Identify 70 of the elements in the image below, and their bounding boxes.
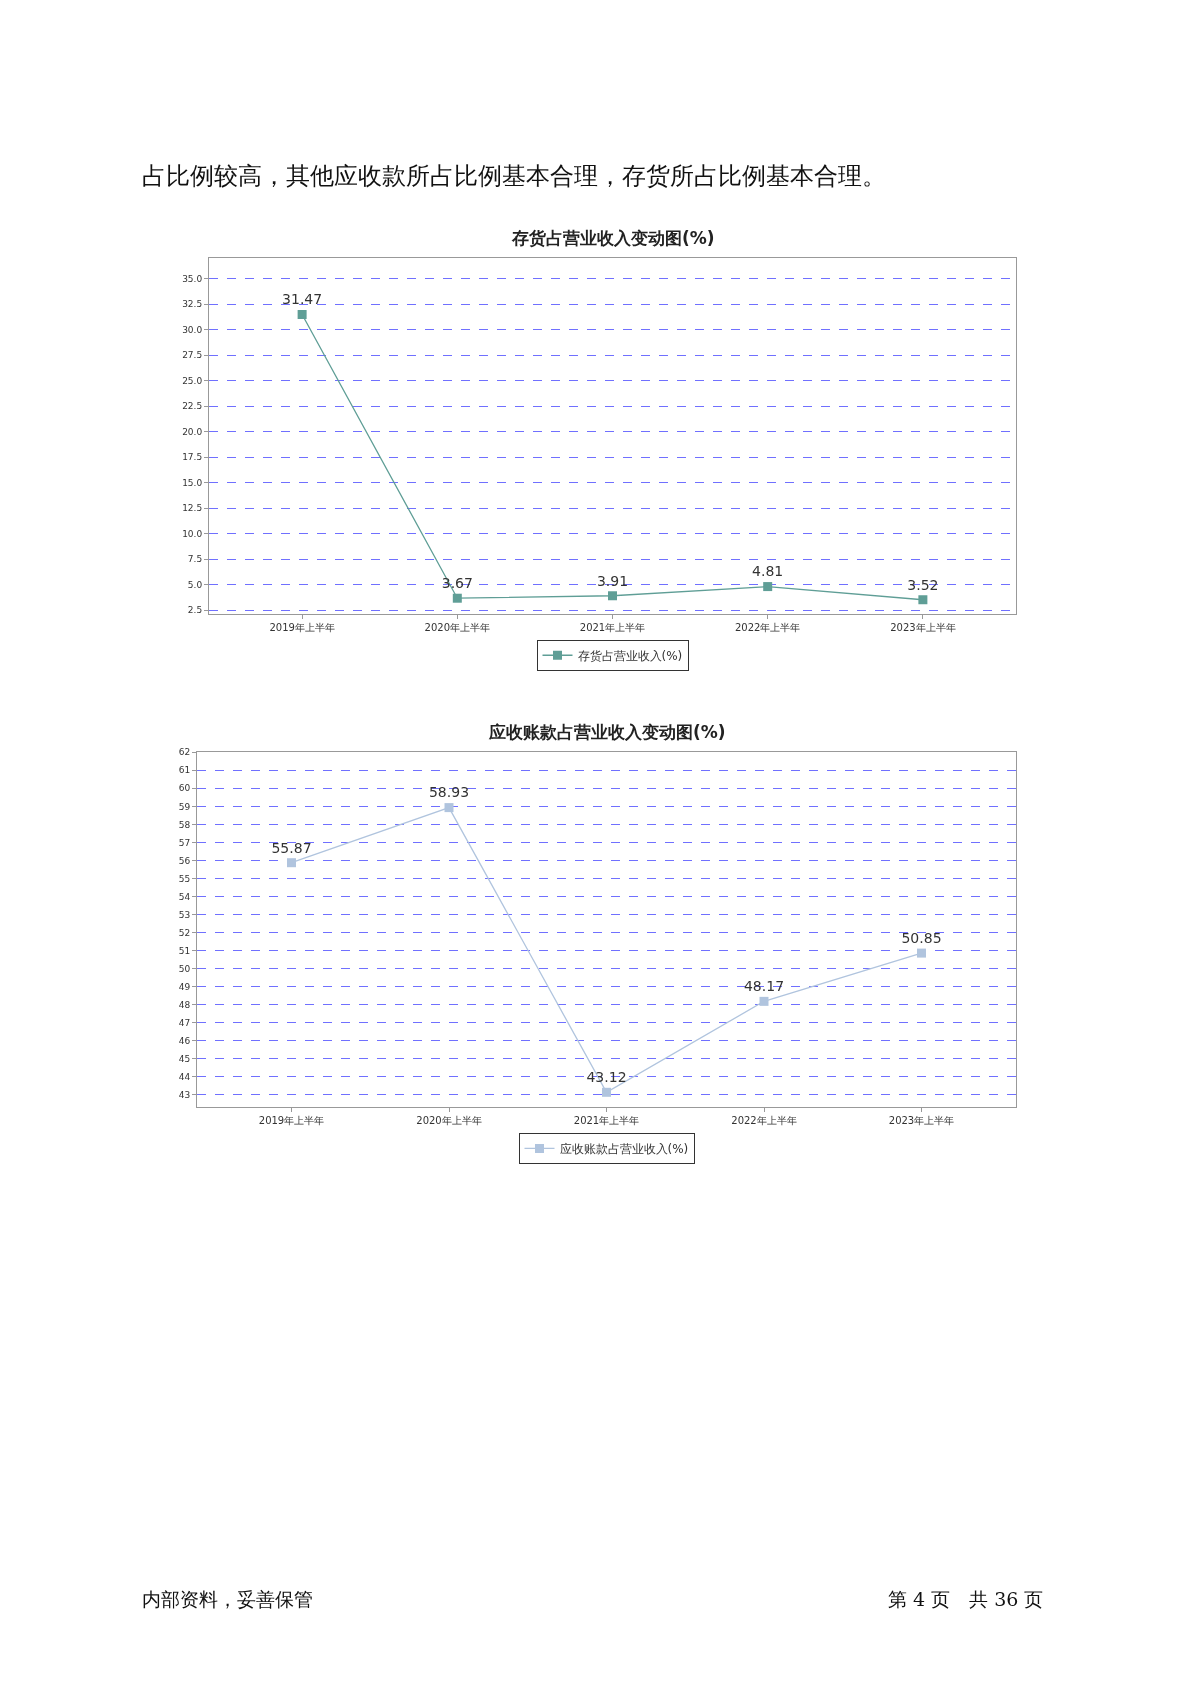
y-tick-label: 7.5 bbox=[187, 554, 203, 565]
y-tick-label: 61 bbox=[178, 765, 191, 776]
text: 占比例较高，其他应收款所占比例基本合理，存货所占比例基本合理。 bbox=[142, 162, 886, 190]
y-tick-label: 46 bbox=[178, 1035, 191, 1046]
x-tick-label: 2019年上半年 bbox=[258, 1115, 325, 1127]
legend-label: 应收账款占营业收入(%) bbox=[559, 1142, 689, 1157]
y-tick-label: 50 bbox=[178, 963, 191, 974]
y-tick-label: 56 bbox=[178, 855, 191, 866]
y-tick-label: 10.0 bbox=[182, 528, 203, 539]
point bbox=[287, 858, 296, 868]
y-tick-label: 20.0 bbox=[182, 426, 203, 437]
y-tick-label: 30.0 bbox=[182, 324, 203, 335]
text: 内部资料，妥善保管 bbox=[142, 1588, 313, 1610]
y-tick-label: 45 bbox=[178, 1053, 191, 1064]
y-tick-label: 54 bbox=[178, 891, 191, 902]
y-tick-label: 57 bbox=[178, 837, 191, 848]
y-tick-label: 55 bbox=[178, 873, 191, 884]
y-tick-label: 43 bbox=[178, 1089, 191, 1100]
point bbox=[608, 591, 617, 601]
y-tick-label: 32.5 bbox=[182, 299, 203, 310]
y-tick-label: 17.5 bbox=[182, 452, 203, 463]
x-tick-label: 2019年上半年 bbox=[269, 621, 335, 633]
y-tick-label: 35.0 bbox=[182, 273, 203, 284]
data-label: 3.91 bbox=[596, 572, 629, 589]
x-tick-label: 2020年上半年 bbox=[416, 1115, 482, 1127]
y-tick-label: 25.0 bbox=[182, 375, 203, 386]
point bbox=[444, 803, 454, 813]
y-tick-label: 62 bbox=[178, 747, 191, 758]
y-tick-label: 59 bbox=[178, 801, 191, 812]
point bbox=[759, 996, 769, 1006]
data-label: 4.81 bbox=[752, 563, 784, 580]
x-tick-label: 2020年上半年 bbox=[424, 621, 491, 633]
point bbox=[602, 1087, 611, 1097]
x-tick-label: 2021年上半年 bbox=[579, 621, 646, 633]
y-tick-label: 60 bbox=[178, 783, 191, 794]
data-label: 50.85 bbox=[901, 929, 942, 946]
legend-label: 存货占营业收入(%) bbox=[577, 648, 683, 663]
data-label: 55.87 bbox=[271, 839, 312, 856]
x-tick-label: 2022年上半年 bbox=[731, 1115, 797, 1127]
data-label: 3.52 bbox=[907, 576, 939, 593]
x-tick-label: 2022年上半年 bbox=[734, 621, 801, 633]
chart-title: 存货占营业收入变动图(%) bbox=[511, 228, 715, 248]
data-label: 48.17 bbox=[743, 978, 785, 995]
y-tick-label: 47 bbox=[178, 1017, 191, 1028]
y-tick-label: 15.0 bbox=[182, 477, 203, 488]
data-label: 58.93 bbox=[428, 784, 470, 801]
y-tick-label: 27.5 bbox=[182, 350, 203, 361]
y-tick-label: 12.5 bbox=[182, 503, 203, 514]
x-tick-label: 2023年上半年 bbox=[890, 621, 956, 633]
point bbox=[452, 593, 462, 603]
y-tick-label: 52 bbox=[178, 927, 191, 938]
y-tick-label: 22.5 bbox=[182, 401, 203, 412]
y-tick-label: 5.0 bbox=[187, 579, 203, 590]
point bbox=[297, 310, 307, 320]
x-tick-label: 2023年上半年 bbox=[888, 1115, 955, 1127]
point bbox=[763, 582, 773, 592]
point bbox=[918, 595, 928, 605]
y-tick-label: 48 bbox=[178, 999, 191, 1010]
point bbox=[917, 948, 926, 958]
y-tick-label: 44 bbox=[178, 1071, 191, 1082]
y-tick-label: 2.5 bbox=[187, 605, 203, 616]
y-tick-label: 49 bbox=[178, 981, 191, 992]
text: 第 4 页 共 36 页 bbox=[888, 1588, 1044, 1610]
chart-title: 应收账款占营业收入变动图(%) bbox=[488, 722, 726, 742]
y-tick-label: 53 bbox=[178, 909, 191, 920]
data-label: 31.47 bbox=[282, 291, 323, 308]
y-tick-label: 58 bbox=[178, 819, 191, 830]
x-tick-label: 2021年上半年 bbox=[573, 1115, 640, 1127]
y-tick-label: 51 bbox=[178, 945, 191, 956]
data-label: 43.12 bbox=[586, 1069, 627, 1086]
